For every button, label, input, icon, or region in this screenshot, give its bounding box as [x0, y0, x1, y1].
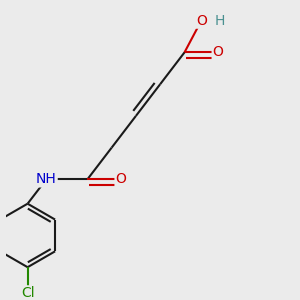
Text: O: O	[196, 14, 207, 28]
Text: Cl: Cl	[21, 286, 34, 300]
Text: O: O	[213, 45, 224, 59]
Text: O: O	[116, 172, 126, 186]
Text: H: H	[215, 14, 225, 28]
Text: NH: NH	[36, 172, 57, 186]
